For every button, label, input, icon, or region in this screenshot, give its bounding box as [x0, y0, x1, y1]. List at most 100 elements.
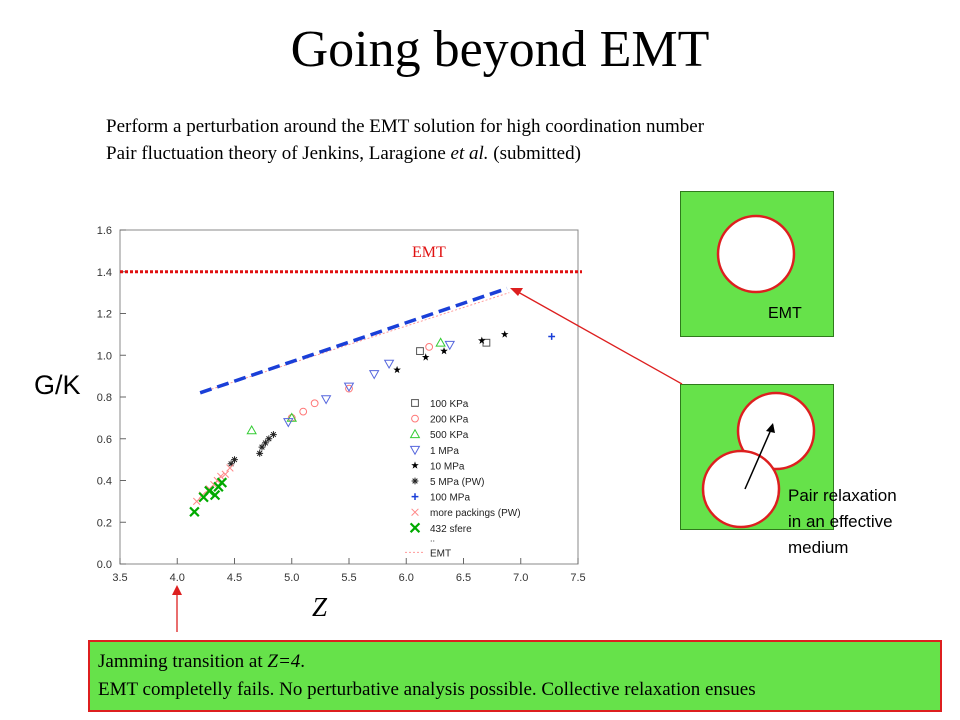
data-point — [246, 424, 257, 435]
y-tick-label: 0.0 — [97, 559, 112, 571]
emt-panel-label: EMT — [768, 305, 802, 322]
data-point — [231, 456, 238, 464]
subtitle-line-1: Perform a perturbation around the EMT so… — [106, 116, 705, 137]
x-tick-label: 6.0 — [399, 572, 414, 584]
legend-label: 10 MPa — [430, 461, 465, 472]
slide-title: Going beyond EMT — [290, 21, 710, 78]
data-point — [320, 395, 332, 405]
data-point — [258, 443, 266, 451]
legend-marker — [411, 461, 419, 469]
emt-particle-diagram — [716, 214, 796, 294]
subtitle-etal: et al. — [450, 143, 489, 164]
conclusion-period: . — [300, 651, 306, 672]
data-point — [548, 333, 556, 340]
y-tick-label: 0.4 — [97, 476, 112, 488]
data-point — [226, 464, 234, 472]
pair-vector-arrowhead — [766, 423, 775, 433]
pair-relaxation-label: Pair relaxation in an effective medium — [788, 483, 897, 561]
data-point — [343, 382, 355, 392]
y-tick-label: 0.8 — [97, 392, 112, 404]
perturbation-line — [199, 286, 508, 395]
data-point — [216, 477, 228, 488]
data-point — [262, 439, 269, 447]
plot-area — [119, 229, 579, 565]
pair-particle-lower — [701, 449, 781, 529]
conclusion-line-2: EMT completelly fails. No perturbative a… — [98, 679, 756, 700]
y-tick-label: 0.6 — [97, 434, 112, 446]
legend-marker — [411, 414, 419, 423]
legend-label: 432 sfere — [430, 524, 472, 535]
legend-label: 200 KPa — [430, 415, 469, 426]
pair-panel — [680, 384, 834, 530]
conclusion-z-value: Z=4 — [267, 651, 301, 672]
data-point — [270, 431, 277, 438]
x-tick-label: 5.5 — [341, 572, 356, 584]
x-tick-label: 5.0 — [284, 572, 299, 584]
legend-marker — [409, 522, 421, 533]
legend-marker — [411, 477, 419, 485]
data-point — [209, 489, 221, 501]
legend-marker — [409, 445, 421, 456]
legend-marker — [409, 428, 421, 439]
scatter-chart: 3.5 4.0 4.5 5.0 5.5 6.0 6.5 7.0 7.5 0.0 0.2 0.4 0.6 0… — [97, 225, 586, 584]
data-point — [421, 353, 430, 361]
conclusion-line-1: Jamming transition at Z=4. — [98, 651, 305, 673]
data-point — [500, 330, 509, 338]
pair-label-line-2: in an effective — [788, 512, 893, 531]
legend-label: more packings (PW) — [430, 508, 521, 519]
legend-label: 100 KPa — [430, 399, 469, 410]
data-point — [383, 359, 395, 370]
legend-label: 500 KPa — [430, 430, 469, 441]
y-tick-label: 1.2 — [97, 309, 112, 321]
data-point — [310, 399, 319, 408]
x-tick-label: 3.5 — [112, 572, 127, 584]
data-point — [265, 435, 273, 443]
pair-label-line-3: medium — [788, 538, 849, 557]
data-point — [416, 347, 424, 355]
x-axis-label: Z — [312, 592, 328, 622]
x-tick-label: 6.5 — [456, 572, 471, 584]
legend-marker — [411, 399, 419, 407]
data-point — [435, 337, 446, 347]
data-point — [393, 365, 401, 374]
x-tick-label: 4.5 — [227, 572, 242, 584]
legend-label: 100 MPa — [430, 493, 470, 504]
data-point — [221, 470, 230, 478]
emt-particle — [716, 214, 796, 294]
emt-level-label: EMT — [412, 244, 446, 261]
data-point — [256, 449, 264, 457]
y-tick-label: 0.2 — [97, 517, 112, 529]
data-point — [440, 347, 448, 355]
data-point — [227, 460, 235, 468]
y-tick-label: 1.6 — [97, 225, 112, 237]
subtitle-line-2: Pair fluctuation theory of Jenkins, Lara… — [106, 143, 581, 165]
pair-vector-arrow — [744, 424, 774, 490]
data-point — [283, 418, 294, 428]
pair-particle-diagram — [701, 391, 816, 529]
data-point — [345, 384, 353, 393]
emt-panel — [680, 191, 834, 337]
pair-particle-upper — [736, 391, 816, 471]
data-point — [478, 336, 486, 344]
legend-label: 5 MPa (PW) — [430, 477, 484, 488]
pair-to-curve-arrow — [517, 291, 683, 385]
pair-to-curve-arrowhead — [510, 288, 523, 296]
jamming-arrowhead — [172, 585, 182, 595]
legend-label: .. — [430, 533, 435, 543]
legend-label: 1 MPa — [430, 446, 459, 457]
data-point — [189, 506, 200, 517]
conclusion-jamming-text: Jamming transition at — [98, 651, 268, 672]
y-tick-label: 1.4 — [97, 267, 112, 279]
pair-label-line-1: Pair relaxation — [788, 486, 897, 505]
legend-marker — [411, 493, 419, 500]
data-point — [210, 480, 218, 489]
y-tick-label: 1.0 — [97, 350, 112, 362]
data-point — [425, 343, 434, 351]
conclusion-box: Jamming transition at Z=4. EMT completel… — [88, 640, 942, 712]
x-tick-label: 7.0 — [513, 572, 528, 584]
data-point — [444, 340, 456, 351]
data-point — [299, 407, 308, 416]
data-point — [192, 497, 201, 506]
y-axis-label: G/K — [34, 370, 81, 400]
